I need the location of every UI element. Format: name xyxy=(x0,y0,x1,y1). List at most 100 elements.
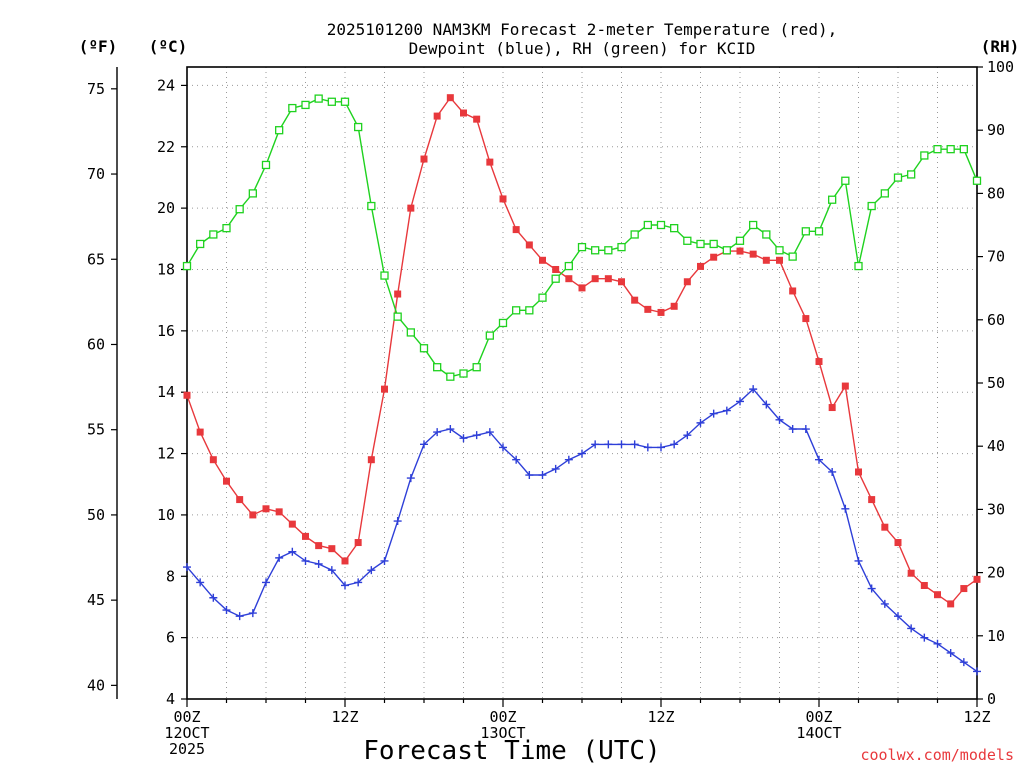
rh-point xyxy=(577,242,587,252)
x-tick-label-line1: 00Z xyxy=(489,708,516,726)
temperature-point xyxy=(591,275,599,283)
rh-tick-label: 20 xyxy=(987,564,1005,582)
rh-point xyxy=(327,97,336,106)
rh-tick-label: 100 xyxy=(987,58,1014,76)
dewpoint-point xyxy=(380,556,389,565)
dewpoint-point xyxy=(459,434,468,443)
temperature-point xyxy=(683,278,691,286)
rh-point xyxy=(907,170,916,179)
celsius-tick-label: 20 xyxy=(157,199,175,217)
dewpoint-point xyxy=(235,612,244,621)
x-axis-title: Forecast Time (UTC) xyxy=(363,736,660,766)
temperature-point xyxy=(578,284,586,292)
temperature-point xyxy=(262,505,270,513)
fahrenheit-unit-label: (ºF) xyxy=(79,37,118,56)
temperature-point xyxy=(565,275,573,283)
dewpoint-point xyxy=(288,547,297,556)
dewpoint-point xyxy=(393,517,402,526)
temperature-point xyxy=(420,155,428,163)
dewpoint-point xyxy=(183,563,191,572)
rh-tick-label: 50 xyxy=(987,374,1005,392)
celsius-tick-label: 16 xyxy=(157,322,175,340)
rh-point xyxy=(920,151,929,160)
dewpoint-point xyxy=(262,578,270,587)
dewpoint-point xyxy=(564,455,573,464)
rh-point xyxy=(630,230,639,239)
celsius-unit-label: (ºC) xyxy=(149,37,188,56)
dewpoint-point xyxy=(209,593,218,602)
rh-point xyxy=(433,363,442,372)
fahrenheit-tick-label: 75 xyxy=(87,80,105,98)
dewpoint-point xyxy=(736,397,744,406)
temperature-point xyxy=(512,226,520,234)
series-temperature xyxy=(183,94,981,608)
rh-point xyxy=(775,246,784,255)
rh-point xyxy=(393,312,402,321)
rh-point xyxy=(340,97,350,106)
rh-point xyxy=(933,145,942,154)
rh-point xyxy=(498,318,508,328)
dewpoint-point xyxy=(973,667,981,676)
temperature-point xyxy=(789,287,797,295)
fahrenheit-tick-label: 65 xyxy=(87,250,105,268)
fahrenheit-tick-label: 45 xyxy=(87,591,105,609)
x-tick-label-line1: 12Z xyxy=(331,708,358,726)
dewpoint-point xyxy=(196,578,205,587)
rh-point xyxy=(446,372,455,381)
rh-point xyxy=(235,205,244,214)
dewpoint-point xyxy=(604,440,613,449)
temperature-point xyxy=(367,456,375,464)
celsius-tick-label: 12 xyxy=(157,445,175,463)
rh-point xyxy=(696,239,705,249)
celsius-tick-label: 6 xyxy=(166,629,175,647)
rh-point xyxy=(564,261,573,271)
rh-point xyxy=(275,126,284,135)
temperature-point xyxy=(499,195,507,203)
temperature-point xyxy=(710,253,718,261)
dewpoint-point xyxy=(367,566,376,575)
rh-point xyxy=(380,271,389,280)
dewpoint-point xyxy=(630,440,639,449)
rh-point xyxy=(367,201,376,211)
data-series xyxy=(182,94,982,676)
rh-tick-label: 10 xyxy=(987,627,1005,645)
dewpoint-point xyxy=(499,443,507,452)
temperature-point xyxy=(486,158,494,166)
dewpoint-point xyxy=(775,415,784,424)
dewpoint-point xyxy=(683,431,692,440)
dewpoint-point xyxy=(657,443,665,452)
dewpoint-point xyxy=(709,409,718,418)
rh-point xyxy=(314,94,323,103)
temperature-point xyxy=(315,542,323,550)
temperature-point xyxy=(394,290,402,298)
dewpoint-point xyxy=(248,609,257,618)
rh-point xyxy=(419,344,429,353)
celsius-tick-label: 8 xyxy=(166,567,175,585)
rh-point xyxy=(735,236,745,245)
x-tick-label-line1: 00Z xyxy=(805,708,832,726)
dewpoint-point xyxy=(301,556,310,565)
celsius-tick-label: 22 xyxy=(157,138,175,156)
temperature-point xyxy=(815,358,823,366)
rh-point xyxy=(261,160,271,170)
celsius-tick-label: 14 xyxy=(157,383,175,401)
rh-tick-label: 40 xyxy=(987,437,1005,455)
temperature-point xyxy=(973,575,981,583)
dewpoint-point xyxy=(472,431,481,440)
dewpoint-point xyxy=(670,440,679,449)
temperature-point xyxy=(473,115,481,123)
grid-lines xyxy=(187,67,977,699)
dewpoint-point xyxy=(591,440,600,449)
rh-point xyxy=(591,246,600,255)
temperature-point xyxy=(736,247,744,255)
rh-point xyxy=(709,239,718,249)
rh-point xyxy=(485,331,494,340)
rh-point xyxy=(749,220,758,230)
rh-point xyxy=(946,145,955,154)
dewpoint-point xyxy=(867,584,876,593)
rh-point xyxy=(722,246,731,255)
rh-point xyxy=(472,363,481,372)
rh-tick-label: 60 xyxy=(987,311,1005,329)
rh-point xyxy=(209,230,218,239)
temperature-point xyxy=(302,532,309,540)
